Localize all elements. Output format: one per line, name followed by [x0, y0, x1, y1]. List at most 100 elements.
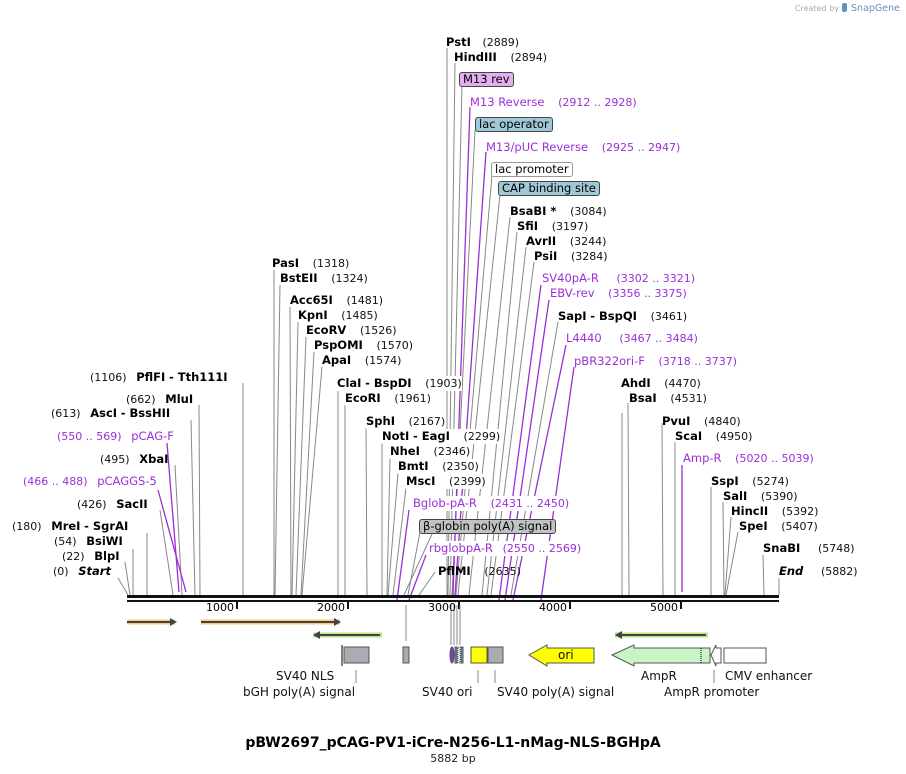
- plasmid-length: 5882 bp: [430, 752, 476, 765]
- enzyme-label-clai[interactable]: ClaI - BspDI (1903): [337, 376, 462, 391]
- enzyme-name: BspQI: [599, 309, 637, 323]
- primer-label-bglob-pa-r[interactable]: Bglob-pA-R (2431 .. 2450): [413, 496, 570, 511]
- sequence-start-label: (0) Start: [53, 564, 111, 579]
- feature-label-ampr[interactable]: AmpR: [641, 669, 677, 683]
- enzyme-label-snabi[interactable]: SnaBI (5748): [763, 541, 855, 556]
- site-position: (54): [54, 535, 77, 548]
- axis-tick-4000: 4000: [539, 601, 567, 614]
- primer-label-pcag-f[interactable]: (550 .. 569) pCAG-F: [57, 429, 174, 444]
- feature-name: M13 rev: [463, 72, 510, 86]
- enzyme-label-nhei[interactable]: NheI (2346): [390, 444, 471, 459]
- feature-ori-inner-label[interactable]: ori: [558, 648, 574, 662]
- enzyme-label-kpni[interactable]: KpnI (1485): [298, 308, 378, 323]
- enzyme-name: SpeI: [739, 519, 768, 533]
- enzyme-label-pvui[interactable]: PvuI (4840): [662, 414, 741, 429]
- enzyme-label-sfii[interactable]: SfiI (3197): [517, 219, 588, 234]
- primer-name: SV40pA-R: [542, 271, 599, 285]
- enzyme-name: EagI: [421, 429, 450, 443]
- enzyme-name: PsiI: [534, 249, 558, 263]
- feature-label-m13-rev[interactable]: M13 rev: [459, 72, 514, 87]
- primer-label-pbr322ori-f[interactable]: pBR322ori-F (3718 .. 3737): [574, 354, 737, 369]
- enzyme-label-psti[interactable]: PstI (2889): [446, 35, 519, 50]
- site-position: (662): [126, 393, 156, 406]
- enzyme-label-pasi[interactable]: PasI (1318): [272, 256, 349, 271]
- enzyme-label-scai[interactable]: ScaI (4950): [675, 429, 752, 444]
- primer-label-m13-reverse[interactable]: M13 Reverse (2912 .. 2928): [470, 95, 637, 110]
- enzyme-label-bmti[interactable]: BmtI (2350): [398, 459, 479, 474]
- primer-label-rbglobpa-r[interactable]: rbglobpA-R (2550 .. 2569): [429, 541, 582, 556]
- enzyme-label-apai[interactable]: ApaI (1574): [322, 353, 401, 368]
- enzyme-name: BsaI: [629, 391, 657, 405]
- feature-label-beta-globin-polya[interactable]: β-globin poly(A) signal: [419, 519, 557, 534]
- primer-range: (550 .. 569): [57, 430, 122, 443]
- site-position: (4470): [664, 377, 701, 390]
- primer-range: (3356 .. 3375): [608, 287, 687, 300]
- enzyme-label-mlui[interactable]: (662) MluI: [126, 392, 193, 407]
- enzyme-label-bsabi[interactable]: BsaBI * (3084): [510, 204, 607, 219]
- feature-label-cap-binding-site[interactable]: CAP binding site: [498, 181, 600, 196]
- primer-range: (466 .. 488): [23, 475, 88, 488]
- enzyme-label-sspi[interactable]: SspI (5274): [711, 474, 789, 489]
- feature-label-bgh-polya[interactable]: bGH poly(A) signal: [243, 685, 356, 699]
- primer-name: L4440: [566, 331, 602, 345]
- feature-label-sv40-ori[interactable]: SV40 ori: [422, 685, 473, 699]
- enzyme-label-pflmi[interactable]: PflMI (2635): [438, 564, 521, 579]
- enzyme-label-ecorv[interactable]: EcoRV (1526): [306, 323, 397, 338]
- feature-label-cmv-enhancer[interactable]: CMV enhancer: [725, 669, 813, 683]
- site-position: (3244): [569, 235, 607, 248]
- feature-label-sv40-polya[interactable]: SV40 poly(A) signal: [497, 685, 615, 699]
- site-position: (1324): [331, 272, 368, 285]
- enzyme-label-avrii[interactable]: AvrII (3244): [526, 234, 606, 249]
- enzyme-label-msci[interactable]: MscI (2399): [406, 474, 486, 489]
- enzyme-label-noti[interactable]: NotI - EagI (2299): [382, 429, 501, 444]
- enzyme-separator: -: [590, 309, 599, 323]
- enzyme-label-hincii[interactable]: HincII (5392): [731, 504, 818, 519]
- enzyme-label-sphi[interactable]: SphI (2167): [366, 414, 446, 429]
- enzyme-label-pspomi[interactable]: PspOMI (1570): [314, 338, 413, 353]
- enzyme-label-ecori[interactable]: EcoRI (1961): [345, 391, 431, 406]
- enzyme-label-ahdi[interactable]: AhdI (4470): [621, 376, 701, 391]
- site-position: (495): [100, 453, 130, 466]
- enzyme-label-pflfi[interactable]: (1106) PflFI - Tth111I: [90, 370, 228, 385]
- feature-label-ampr-promoter[interactable]: AmpR promoter: [664, 685, 760, 699]
- axis-tick-1000: 1000: [206, 601, 234, 614]
- enzyme-label-psii[interactable]: PsiI (3284): [534, 249, 608, 264]
- enzyme-label-blpi[interactable]: (22) BlpI: [62, 549, 119, 564]
- enzyme-label-bsai[interactable]: BsaI (4531): [629, 391, 707, 406]
- feature-label-sv40-nls[interactable]: SV40 NLS: [276, 669, 335, 683]
- enzyme-label-sacii[interactable]: (426) SacII: [77, 497, 148, 512]
- primer-label-m13-puc-reverse[interactable]: M13/pUC Reverse (2925 .. 2947): [486, 140, 680, 155]
- primer-range: (2431 .. 2450): [490, 497, 570, 510]
- enzyme-name: SgrAI: [92, 519, 129, 533]
- enzyme-label-asci[interactable]: (613) AscI - BssHII: [51, 406, 170, 421]
- enzyme-label-acc65i[interactable]: Acc65I (1481): [290, 293, 383, 308]
- feature-label-lac-operator[interactable]: lac operator: [475, 117, 553, 132]
- enzyme-label-sali[interactable]: SalI (5390): [723, 489, 798, 504]
- axis-tick-3000: 3000: [428, 601, 456, 614]
- enzyme-label-bsiwi[interactable]: (54) BsiWI: [54, 534, 123, 549]
- primer-label-ebv-rev[interactable]: EBV-rev (3356 .. 3375): [550, 286, 687, 301]
- primer-label-amp-r[interactable]: Amp-R (5020 .. 5039): [683, 451, 814, 466]
- enzyme-name: ClaI: [337, 376, 362, 390]
- primer-label-pcaggs-5[interactable]: (466 .. 488) pCAGGS-5: [23, 474, 157, 489]
- enzyme-name: BmtI: [398, 459, 429, 473]
- enzyme-label-mrei[interactable]: (180) MreI - SgrAI: [12, 519, 128, 534]
- site-position: (2167): [408, 415, 446, 428]
- enzyme-label-sapi[interactable]: SapI - BspQI (3461): [558, 309, 687, 324]
- enzyme-label-xbai[interactable]: (495) XbaI: [100, 452, 168, 467]
- enzyme-name: Tth111I: [177, 370, 228, 384]
- enzyme-name: PflMI: [438, 564, 471, 578]
- site-position: (2299): [463, 430, 501, 443]
- enzyme-name: BspDI: [373, 376, 412, 390]
- site-position: (4840): [704, 415, 741, 428]
- primer-label-l4440[interactable]: L4440 (3467 .. 3484): [566, 331, 698, 346]
- start-label: Start: [78, 564, 111, 578]
- feature-label-lac-promoter[interactable]: lac promoter: [491, 162, 573, 177]
- enzyme-label-bsteii[interactable]: BstEII (1324): [280, 271, 368, 286]
- enzyme-label-hindiii[interactable]: HindIII (2894): [454, 50, 547, 65]
- enzyme-name: ApaI: [322, 353, 352, 367]
- enzyme-name: SnaBI: [763, 541, 801, 555]
- primer-label-sv40pa-r[interactable]: SV40pA-R (3302 .. 3321): [542, 271, 695, 286]
- enzyme-label-spei[interactable]: SpeI (5407): [739, 519, 818, 534]
